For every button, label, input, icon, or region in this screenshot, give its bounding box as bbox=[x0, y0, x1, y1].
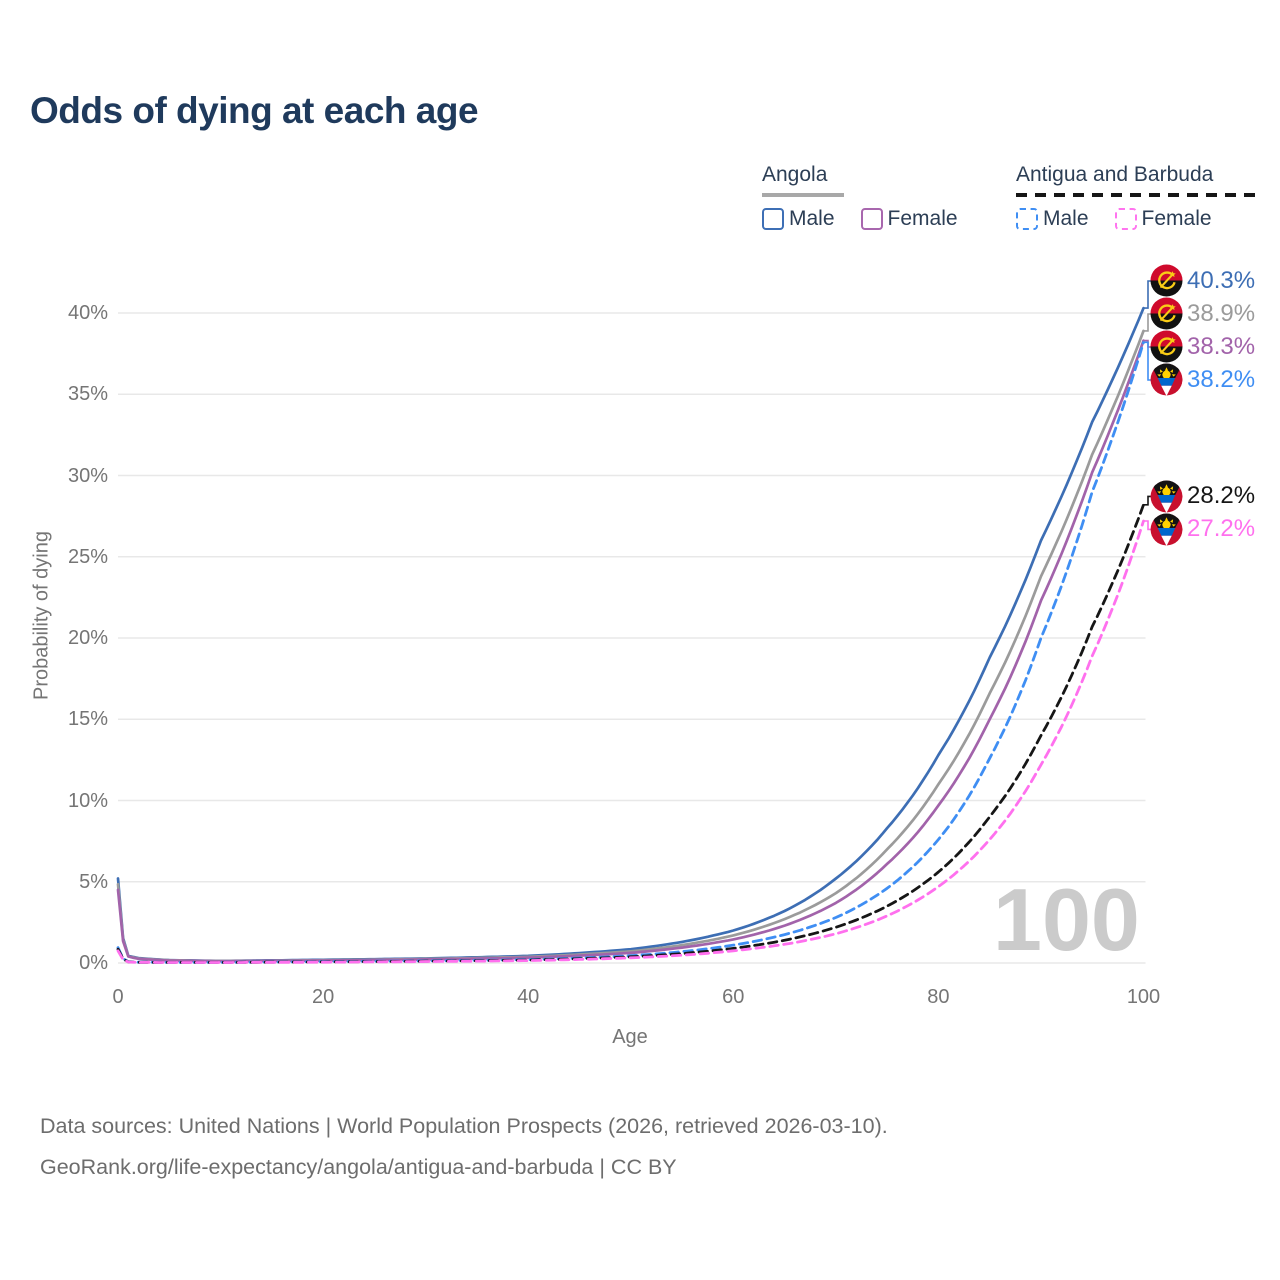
end-label-antigua-and-barbuda-female: 27.2% bbox=[1150, 513, 1255, 546]
angola-flag-icon bbox=[1150, 297, 1183, 330]
end-label-value: 40.3% bbox=[1187, 266, 1256, 294]
series-line-antigua-and-barbuda-male bbox=[116, 340, 1145, 964]
x-tick-60: 60 bbox=[722, 986, 745, 1008]
legend-item-antigua-and-barbuda-male[interactable]: Male bbox=[1016, 207, 1089, 231]
y-tick-5: 5% bbox=[79, 870, 108, 893]
footer-attribution: GeoRank.org/life-expectancy/angola/antig… bbox=[40, 1155, 677, 1179]
series-line-angola-both-sexes bbox=[116, 329, 1145, 963]
end-label-angola-female: 38.3% bbox=[1150, 330, 1255, 363]
antigua-and-barbuda-male-swatch-icon[interactable] bbox=[1016, 208, 1038, 230]
angola-flag-icon bbox=[1150, 264, 1183, 297]
y-tick-10: 10% bbox=[67, 789, 108, 812]
series-line-angola-female bbox=[116, 339, 1145, 963]
chart-canvas bbox=[116, 280, 1151, 964]
legend-item-antigua-and-barbuda-female-label[interactable]: Female bbox=[1141, 207, 1212, 230]
legend-country-angola-label: Angola bbox=[762, 163, 828, 186]
antigua-and-barbuda-flag-icon bbox=[1150, 480, 1183, 513]
end-label-value: 27.2% bbox=[1187, 515, 1256, 543]
end-label-value: 38.3% bbox=[1187, 332, 1256, 360]
end-label-value: 28.2% bbox=[1187, 482, 1256, 510]
page-title: Odds of dying at each age bbox=[30, 90, 479, 131]
y-tick-15: 15% bbox=[67, 708, 108, 731]
y-tick-30: 30% bbox=[67, 464, 108, 487]
antigua-and-barbuda-dashed-line-swatch bbox=[1016, 193, 1255, 197]
legend-item-angola-female-label[interactable]: Female bbox=[887, 207, 958, 230]
end-label-angola-male: 40.3% bbox=[1150, 264, 1255, 297]
antigua-and-barbuda-flag-icon bbox=[1150, 513, 1183, 546]
x-tick-20: 20 bbox=[311, 986, 335, 1008]
legend-item-angola-female[interactable]: Female bbox=[860, 207, 958, 231]
end-label-antigua-and-barbuda-both-sexes: 28.2% bbox=[1150, 480, 1255, 513]
x-tick-100: 100 bbox=[1126, 986, 1161, 1008]
legend-item-antigua-and-barbuda-female[interactable]: Female bbox=[1114, 207, 1212, 231]
legend-item-antigua-and-barbuda-male-label[interactable]: Male bbox=[1043, 207, 1089, 230]
end-label-antigua-and-barbuda-male: 38.2% bbox=[1150, 363, 1255, 396]
label-connector bbox=[1143, 313, 1151, 332]
footer: Data sources: United Nations | World Pop… bbox=[40, 1106, 888, 1188]
antigua-and-barbuda-flag-icon bbox=[1150, 363, 1183, 396]
legend-country-angola: Angola bbox=[762, 163, 958, 197]
x-tick-80: 80 bbox=[927, 986, 950, 1008]
y-tick-20: 20% bbox=[67, 627, 108, 649]
end-label-value: 38.2% bbox=[1187, 365, 1256, 393]
series-line-antigua-and-barbuda-both-sexes bbox=[116, 503, 1145, 964]
legend-country-antigua-and-barbuda: Antigua and Barbuda bbox=[1016, 163, 1255, 197]
y-tick-40: 40% bbox=[67, 302, 108, 324]
end-label-value: 38.9% bbox=[1187, 299, 1256, 327]
series-line-antigua-and-barbuda-female bbox=[116, 519, 1145, 964]
x-tick-40: 40 bbox=[517, 986, 540, 1008]
watermark-100: 100 bbox=[993, 870, 1140, 969]
footer-data-sources: Data sources: United Nations | World Pop… bbox=[40, 1114, 888, 1138]
series-line-angola-male bbox=[116, 306, 1145, 963]
legend-item-angola-male[interactable]: Male bbox=[762, 207, 835, 231]
antigua-and-barbuda-female-swatch-icon[interactable] bbox=[1114, 208, 1137, 230]
label-connector bbox=[1143, 520, 1151, 531]
angola-female-swatch-icon[interactable] bbox=[860, 208, 883, 230]
end-label-angola-both-sexes: 38.9% bbox=[1150, 297, 1255, 330]
y-tick-25: 25% bbox=[67, 545, 108, 568]
x-axis-label: Age bbox=[612, 1026, 648, 1048]
x-tick-0: 0 bbox=[112, 986, 124, 1008]
y-tick-0: 0% bbox=[79, 952, 108, 974]
legend-item-angola-male-label[interactable]: Male bbox=[789, 207, 835, 230]
legend-group-antigua-and-barbuda: Antigua and Barbuda Male Female bbox=[1016, 163, 1255, 231]
legend-country-antigua-and-barbuda-label: Antigua and Barbuda bbox=[1016, 163, 1214, 186]
label-connector bbox=[1143, 280, 1151, 309]
label-connector bbox=[1143, 495, 1151, 506]
angola-solid-line-swatch bbox=[762, 193, 844, 197]
angola-male-swatch-icon[interactable] bbox=[762, 208, 784, 230]
label-connector bbox=[1143, 341, 1151, 381]
legend-group-angola: Angola Male Female bbox=[762, 163, 958, 231]
y-tick-35: 35% bbox=[67, 383, 108, 406]
angola-flag-icon bbox=[1150, 330, 1183, 363]
